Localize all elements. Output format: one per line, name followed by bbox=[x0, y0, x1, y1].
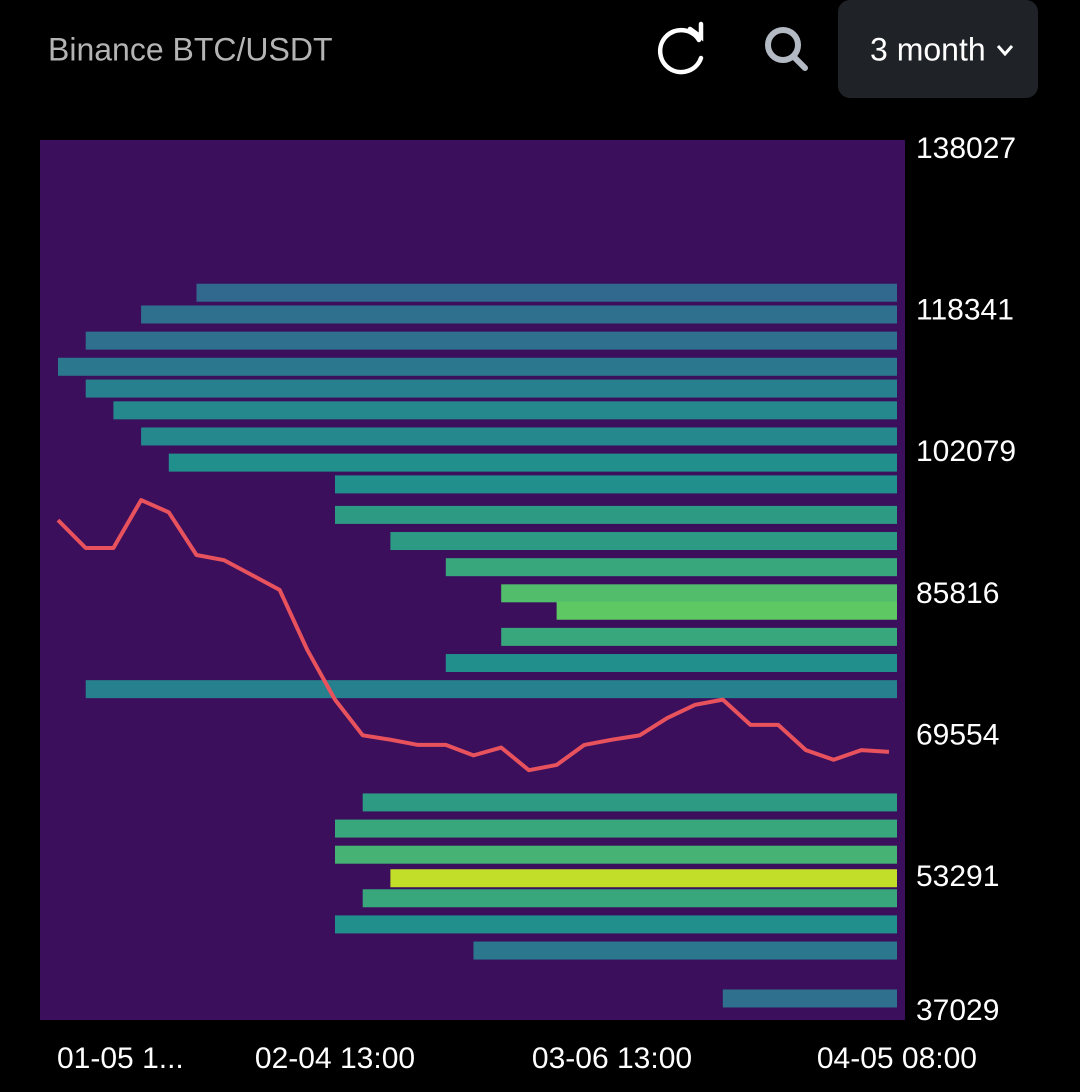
y-tick-label: 37029 bbox=[916, 994, 999, 1027]
heat-band bbox=[473, 941, 897, 960]
heat-band bbox=[335, 475, 897, 494]
heat-band bbox=[335, 505, 897, 524]
y-tick-label: 85816 bbox=[916, 577, 999, 610]
plot-area bbox=[40, 140, 905, 1020]
x-tick-label: 01-05 1... bbox=[57, 1042, 184, 1075]
y-tick-label: 53291 bbox=[916, 860, 999, 893]
dropdown-chevron bbox=[996, 45, 1014, 57]
refresh-icon bbox=[657, 27, 704, 75]
search-handle bbox=[791, 54, 808, 71]
title: Binance BTC/USDT bbox=[48, 31, 333, 67]
heat-band bbox=[445, 654, 897, 673]
heat-band bbox=[501, 584, 897, 603]
heat-band bbox=[362, 793, 897, 812]
heat-band bbox=[335, 915, 897, 934]
heat-band bbox=[362, 889, 897, 908]
y-tick-label: 118341 bbox=[916, 293, 1014, 326]
heat-band bbox=[85, 379, 897, 398]
heat-band bbox=[722, 989, 897, 1008]
heat-band bbox=[113, 401, 897, 420]
heat-band bbox=[445, 558, 897, 577]
refresh-button[interactable] bbox=[657, 21, 704, 75]
x-tick-label: 02-04 13:00 bbox=[255, 1042, 415, 1075]
search-icon bbox=[765, 27, 801, 63]
y-tick-label: 102079 bbox=[916, 435, 1016, 468]
heat-band bbox=[390, 869, 897, 888]
x-tick-label: 03-06 13:00 bbox=[532, 1042, 692, 1075]
heat-band bbox=[556, 601, 897, 620]
heat-band bbox=[390, 532, 897, 551]
range-dropdown[interactable]: 3 month bbox=[838, 0, 1038, 98]
search-button[interactable] bbox=[765, 27, 808, 71]
x-tick-label: 04-05 08:00 bbox=[817, 1042, 977, 1075]
heat-band bbox=[196, 283, 897, 302]
plot bbox=[56, 139, 909, 1021]
dropdown-label: 3 month bbox=[870, 31, 986, 67]
heat-band bbox=[58, 357, 897, 376]
heat-band bbox=[141, 305, 898, 324]
price-line bbox=[56, 498, 890, 773]
refresh-arrow bbox=[687, 21, 704, 42]
y-tick-label: 138027 bbox=[916, 132, 1016, 165]
heat-band bbox=[501, 627, 897, 646]
heat-band bbox=[168, 453, 898, 472]
heat-band bbox=[335, 819, 897, 838]
heatmap bbox=[58, 283, 898, 1008]
heat-band bbox=[335, 845, 897, 864]
heat-band bbox=[85, 331, 897, 350]
heat-band bbox=[85, 680, 897, 699]
dropdown-box bbox=[838, 0, 1038, 98]
heat-band bbox=[141, 427, 898, 446]
y-tick-label: 69554 bbox=[916, 719, 999, 752]
